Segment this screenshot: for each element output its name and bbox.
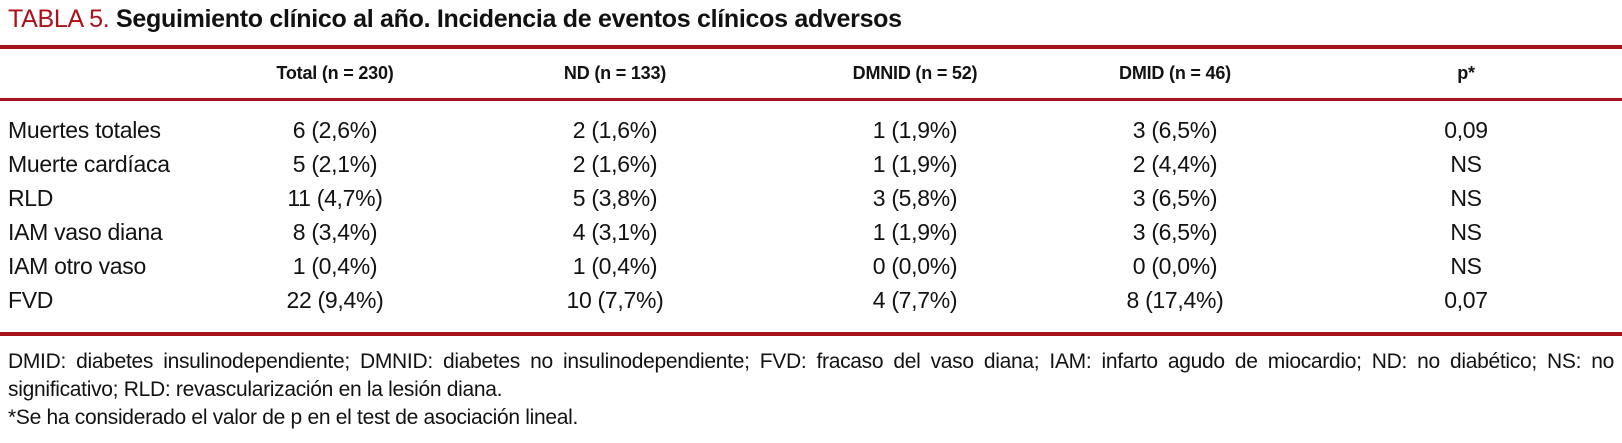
row-label: FVD: [8, 286, 54, 313]
row-label: IAM otro vaso: [8, 252, 146, 279]
table-row: RLD 11 (4,7%) 5 (3,8%) 3 (5,8%) 3 (6,5%)…: [0, 181, 1622, 215]
table-header: Total (n = 230) ND (n = 133) DMNID (n = …: [0, 49, 1622, 101]
cell-p: NS: [1450, 184, 1482, 211]
table-row: IAM vaso diana 8 (3,4%) 4 (3,1%) 1 (1,9%…: [0, 215, 1622, 249]
footnote-abbreviations: DMID: diabetes insulinodependiente; DMNI…: [8, 349, 1614, 401]
cell-nd: 2 (1,6%): [572, 116, 658, 143]
cell-p: NS: [1450, 252, 1482, 279]
cell-dmnid: 1 (1,9%): [872, 218, 958, 245]
cell-dmnid: 3 (5,8%): [872, 184, 958, 211]
row-label: RLD: [8, 184, 54, 211]
table-footnotes: DMID: diabetes insulinodependiente; DMNI…: [0, 336, 1622, 432]
table-title-text: Seguimiento clínico al año. Incidencia d…: [116, 5, 902, 33]
cell-dmid: 3 (6,5%): [1132, 184, 1218, 211]
col-header-p: p*: [1310, 49, 1622, 101]
cell-dmnid: 4 (7,7%): [872, 286, 958, 313]
cell-dmnid: 0 (0,0%): [872, 252, 958, 279]
cell-total: 22 (9,4%): [286, 286, 384, 313]
cell-nd: 5 (3,8%): [572, 184, 658, 211]
table-body: Muertes totales 6 (2,6%) 2 (1,6%) 1 (1,9…: [0, 99, 1622, 317]
cell-nd: 10 (7,7%): [566, 286, 664, 313]
table-row: Muertes totales 6 (2,6%) 2 (1,6%) 1 (1,9…: [0, 99, 1622, 147]
cell-total: 11 (4,7%): [287, 184, 383, 211]
cell-dmid: 3 (6,5%): [1132, 218, 1218, 245]
cell-dmid: 0 (0,0%): [1132, 252, 1218, 279]
cell-dmid: 8 (17,4%): [1126, 286, 1224, 313]
col-header-empty: [0, 49, 230, 101]
cell-dmid: 2 (4,4%): [1132, 150, 1218, 177]
table-number-label: TABLA 5.: [8, 5, 110, 33]
row-label: IAM vaso diana: [8, 218, 163, 245]
footnote-pvalue-note: *Se ha considerado el valor de p en el t…: [8, 405, 579, 429]
cell-total: 6 (2,6%): [292, 116, 378, 143]
cell-dmid: 3 (6,5%): [1132, 116, 1218, 143]
col-header-dmid: DMID (n = 46): [1040, 49, 1310, 101]
cell-nd: 4 (3,1%): [572, 218, 658, 245]
col-header-dmnid: DMNID (n = 52): [790, 49, 1040, 101]
cell-p: 0,07: [1444, 286, 1488, 313]
table-row: Muerte cardíaca 5 (2,1%) 2 (1,6%) 1 (1,9…: [0, 147, 1622, 181]
col-header-total: Total (n = 230): [230, 49, 440, 101]
cell-p: NS: [1450, 218, 1482, 245]
cell-dmnid: 1 (1,9%): [872, 116, 958, 143]
top-rule-divider: [0, 45, 1622, 49]
bottom-rule-divider: [0, 331, 1622, 336]
table-title: TABLA 5. Seguimiento clínico al año. Inc…: [0, 0, 1622, 34]
col-header-nd: ND (n = 133): [440, 49, 790, 101]
table-row: IAM otro vaso 1 (0,4%) 1 (0,4%) 0 (0,0%)…: [0, 249, 1622, 283]
table-row: FVD 22 (9,4%) 10 (7,7%) 4 (7,7%) 8 (17,4…: [0, 283, 1622, 317]
header-row: Total (n = 230) ND (n = 133) DMNID (n = …: [0, 49, 1622, 101]
cell-dmnid: 1 (1,9%): [872, 150, 958, 177]
cell-nd: 1 (0,4%): [572, 252, 658, 279]
cell-p: NS: [1450, 150, 1482, 177]
clinical-events-table: Total (n = 230) ND (n = 133) DMNID (n = …: [0, 49, 1622, 317]
row-label: Muerte cardíaca: [8, 150, 170, 177]
cell-p: 0,09: [1444, 116, 1488, 143]
cell-nd: 2 (1,6%): [572, 150, 658, 177]
cell-total: 5 (2,1%): [292, 150, 378, 177]
cell-total: 1 (0,4%): [292, 252, 378, 279]
cell-total: 8 (3,4%): [292, 218, 378, 245]
row-label: Muertes totales: [8, 116, 161, 143]
